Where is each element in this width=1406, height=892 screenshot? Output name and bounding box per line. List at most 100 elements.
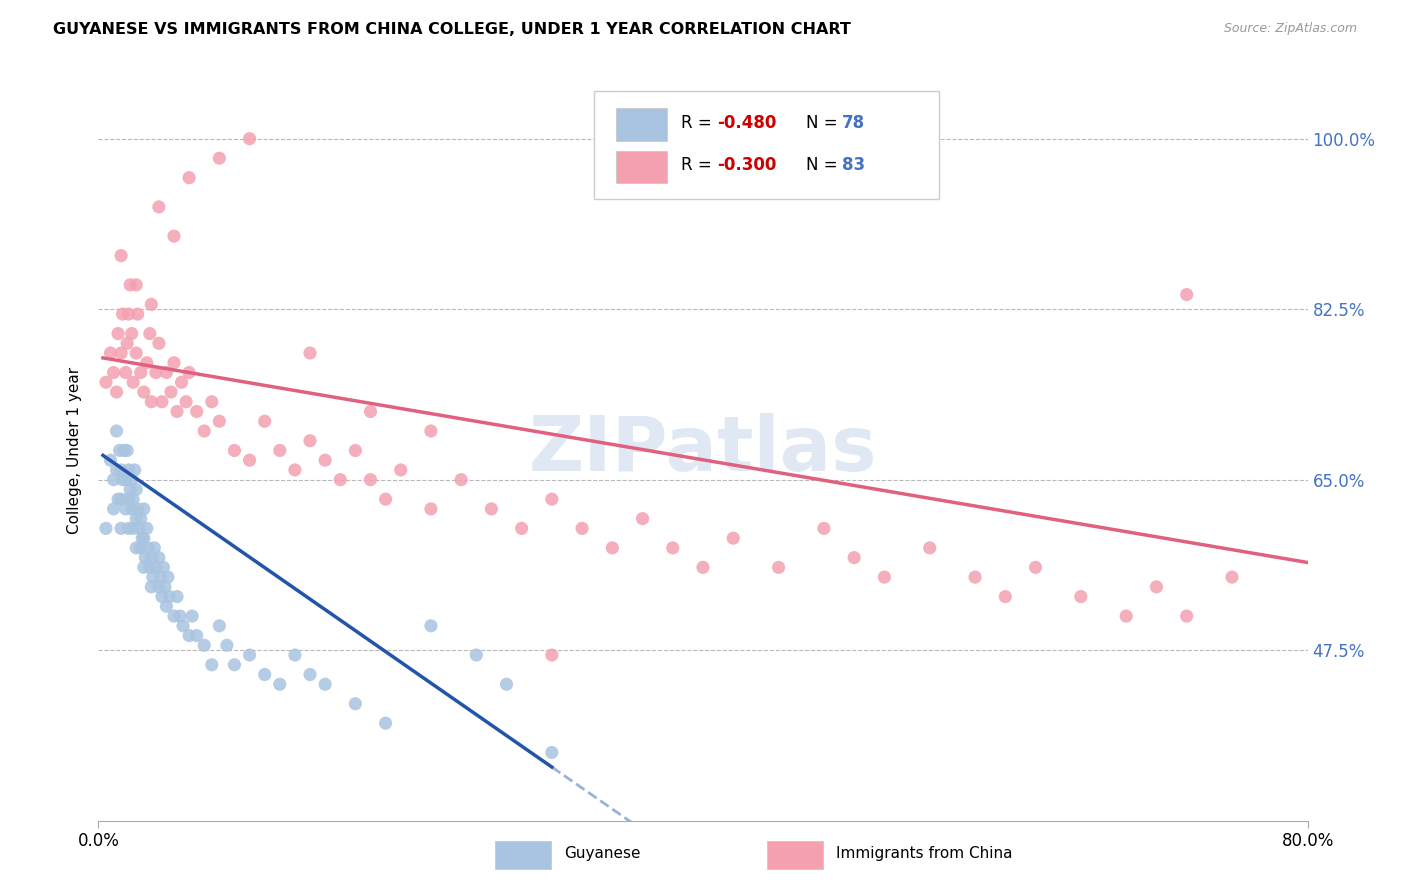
Point [481, 502, 503, 516]
FancyBboxPatch shape [495, 840, 551, 869]
Point [105, 463, 128, 477]
Point [374, 492, 396, 507]
Point [132, 531, 155, 545]
Text: R =: R = [682, 156, 717, 175]
Point [208, 151, 231, 165]
Point [111, 473, 134, 487]
Point [215, 638, 238, 652]
Point [723, 531, 745, 545]
Point [114, 473, 136, 487]
Point [201, 657, 224, 672]
Point [239, 453, 262, 467]
Point [143, 541, 166, 555]
Point [172, 619, 194, 633]
Point [1175, 287, 1198, 301]
Point [269, 677, 291, 691]
Text: 78: 78 [842, 114, 865, 132]
Text: Guyanese: Guyanese [564, 847, 641, 862]
Point [160, 384, 183, 399]
Point [141, 297, 163, 311]
Point [135, 521, 157, 535]
Point [139, 326, 162, 341]
Text: -0.300: -0.300 [717, 156, 778, 175]
Point [115, 336, 138, 351]
Point [136, 541, 159, 555]
Point [465, 648, 488, 662]
Point [125, 541, 148, 555]
Point [125, 483, 148, 497]
Point [179, 170, 201, 185]
Point [129, 541, 152, 555]
Point [107, 492, 129, 507]
Point [844, 550, 866, 565]
Point [132, 502, 155, 516]
Point [994, 590, 1017, 604]
Point [149, 570, 172, 584]
Point [103, 502, 125, 516]
Point [122, 376, 145, 390]
Point [495, 677, 517, 691]
Point [103, 473, 125, 487]
Point [155, 599, 177, 614]
Point [110, 463, 132, 477]
Point [1115, 609, 1137, 624]
Point [114, 502, 136, 516]
Point [112, 443, 135, 458]
Point [360, 473, 382, 487]
Point [107, 326, 129, 341]
Point [118, 463, 141, 477]
Point [1070, 590, 1092, 604]
Point [170, 376, 193, 390]
Point [150, 590, 173, 604]
Point [148, 336, 170, 351]
Point [128, 521, 150, 535]
Point [540, 648, 562, 662]
Point [129, 511, 152, 525]
Point [420, 424, 443, 438]
Text: Immigrants from China: Immigrants from China [837, 847, 1012, 862]
Point [329, 473, 352, 487]
Point [179, 366, 201, 380]
Point [110, 492, 132, 507]
Point [118, 492, 141, 507]
Point [299, 346, 322, 360]
Point [181, 609, 204, 624]
Point [420, 502, 443, 516]
Point [94, 376, 117, 390]
Point [314, 677, 336, 691]
Point [540, 746, 562, 760]
Point [344, 697, 367, 711]
Point [105, 384, 128, 399]
Text: N =: N = [806, 156, 842, 175]
Point [239, 132, 262, 146]
Point [100, 346, 122, 360]
Text: -0.480: -0.480 [717, 114, 778, 132]
Point [166, 590, 188, 604]
Point [148, 550, 170, 565]
Point [134, 550, 156, 565]
Point [120, 277, 142, 292]
Point [94, 521, 117, 535]
Point [360, 404, 382, 418]
Point [121, 326, 143, 341]
Point [450, 473, 472, 487]
Point [110, 346, 132, 360]
Point [115, 443, 138, 458]
Point [156, 570, 179, 584]
Point [118, 307, 141, 321]
Point [120, 483, 142, 497]
Point [1024, 560, 1046, 574]
Point [139, 560, 162, 574]
Point [125, 511, 148, 525]
Point [186, 404, 208, 418]
Point [129, 366, 152, 380]
Point [389, 463, 412, 477]
Point [284, 463, 307, 477]
Point [169, 609, 191, 624]
Point [768, 560, 790, 574]
Point [108, 443, 131, 458]
Point [132, 384, 155, 399]
FancyBboxPatch shape [616, 109, 666, 141]
Point [224, 657, 246, 672]
Point [163, 609, 186, 624]
